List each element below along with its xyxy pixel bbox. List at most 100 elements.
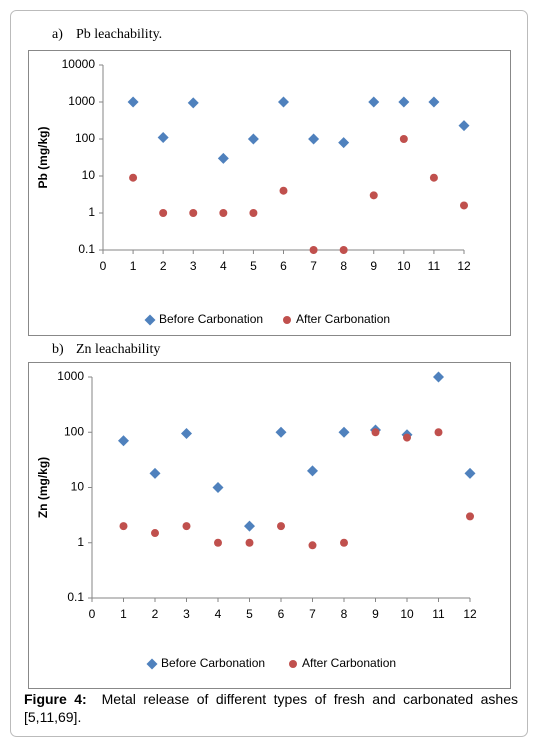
- x-tick-label: 6: [280, 259, 287, 273]
- point: [129, 173, 138, 182]
- legend-marker: [283, 316, 291, 324]
- legend-marker: [289, 660, 297, 668]
- y-tick-label: 1000: [68, 94, 95, 108]
- point: [277, 522, 285, 531]
- point: [245, 538, 254, 547]
- point: [428, 96, 440, 108]
- point: [157, 131, 169, 143]
- point: [118, 435, 129, 447]
- point: [339, 246, 348, 254]
- caption: Figure 4: Metal release of different typ…: [24, 690, 518, 726]
- y-axis-label: Zn (mg/kg): [36, 457, 50, 518]
- point: [217, 152, 229, 164]
- y-tick-label: 1: [77, 535, 84, 549]
- point: [434, 428, 443, 437]
- legend-label: After Carbonation: [302, 656, 396, 670]
- point: [189, 209, 198, 217]
- y-tick-label: 10000: [62, 57, 96, 71]
- x-tick-label: 9: [372, 607, 379, 621]
- x-tick-label: 11: [432, 607, 445, 621]
- point: [368, 96, 380, 108]
- x-tick-label: 2: [160, 259, 167, 273]
- point: [182, 522, 191, 531]
- point: [149, 467, 161, 479]
- point: [309, 246, 318, 254]
- point: [181, 427, 192, 439]
- x-tick-label: 6: [278, 607, 285, 621]
- x-tick-label: 2: [152, 607, 159, 621]
- point: [460, 201, 468, 210]
- point: [119, 522, 128, 531]
- x-tick-label: 8: [340, 259, 347, 273]
- chart-title: Pb leachability.: [76, 27, 162, 42]
- point: [187, 97, 199, 109]
- x-tick-label: 3: [190, 259, 197, 273]
- frame: [10, 10, 528, 737]
- y-tick-label: 1: [88, 205, 95, 219]
- panel-label: b): [52, 342, 64, 357]
- y-tick-label: 100: [64, 424, 84, 438]
- legend-marker: [146, 658, 158, 670]
- point: [398, 96, 410, 108]
- caption-text: Metal release of different types of fres…: [24, 691, 519, 725]
- point: [433, 371, 444, 383]
- x-tick-label: 4: [220, 259, 227, 273]
- y-tick-label: 10: [71, 480, 85, 494]
- point: [244, 520, 255, 532]
- y-tick-label: 1000: [57, 369, 84, 383]
- point: [403, 433, 411, 442]
- point: [219, 209, 228, 217]
- point: [429, 173, 438, 182]
- point: [249, 209, 258, 217]
- y-axis-label: Pb (mg/kg): [36, 126, 50, 188]
- x-tick-label: 0: [100, 259, 107, 273]
- x-tick-label: 5: [246, 607, 253, 621]
- x-tick-label: 9: [370, 259, 377, 273]
- point: [127, 96, 139, 108]
- x-tick-label: 7: [310, 259, 317, 273]
- point: [340, 538, 348, 547]
- point: [399, 135, 408, 143]
- point: [466, 512, 474, 521]
- point: [338, 426, 350, 438]
- x-tick-label: 8: [341, 607, 348, 621]
- x-tick-label: 5: [250, 259, 257, 273]
- y-tick-label: 0.1: [78, 242, 95, 256]
- legend-marker: [144, 314, 156, 326]
- x-tick-label: 1: [130, 259, 137, 273]
- point: [275, 426, 287, 438]
- legend-label: Before Carbonation: [159, 312, 263, 326]
- point: [151, 529, 159, 538]
- legend-label: Before Carbonation: [161, 656, 265, 670]
- point: [212, 482, 224, 493]
- x-tick-label: 7: [309, 607, 316, 621]
- point: [308, 541, 317, 550]
- point: [278, 96, 289, 108]
- point: [369, 191, 378, 200]
- chart-area: [28, 50, 511, 336]
- point: [338, 137, 350, 149]
- legend-label: After Carbonation: [296, 312, 390, 326]
- x-tick-label: 12: [457, 259, 471, 273]
- point: [279, 186, 288, 195]
- point: [308, 133, 320, 145]
- x-tick-label: 12: [463, 607, 477, 621]
- x-tick-label: 1: [120, 607, 127, 621]
- x-tick-label: 10: [397, 259, 411, 273]
- x-tick-label: 0: [89, 607, 96, 621]
- point: [458, 120, 470, 132]
- caption-label: Figure 4:: [24, 691, 87, 707]
- x-tick-label: 4: [215, 607, 222, 621]
- y-tick-label: 100: [75, 131, 95, 145]
- y-tick-label: 10: [82, 168, 96, 182]
- x-tick-label: 3: [183, 607, 190, 621]
- point: [214, 538, 222, 547]
- x-tick-label: 10: [400, 607, 414, 621]
- point: [159, 209, 168, 217]
- chart-title: Zn leachability: [76, 342, 160, 357]
- point: [371, 428, 380, 437]
- chart-area: [28, 362, 511, 689]
